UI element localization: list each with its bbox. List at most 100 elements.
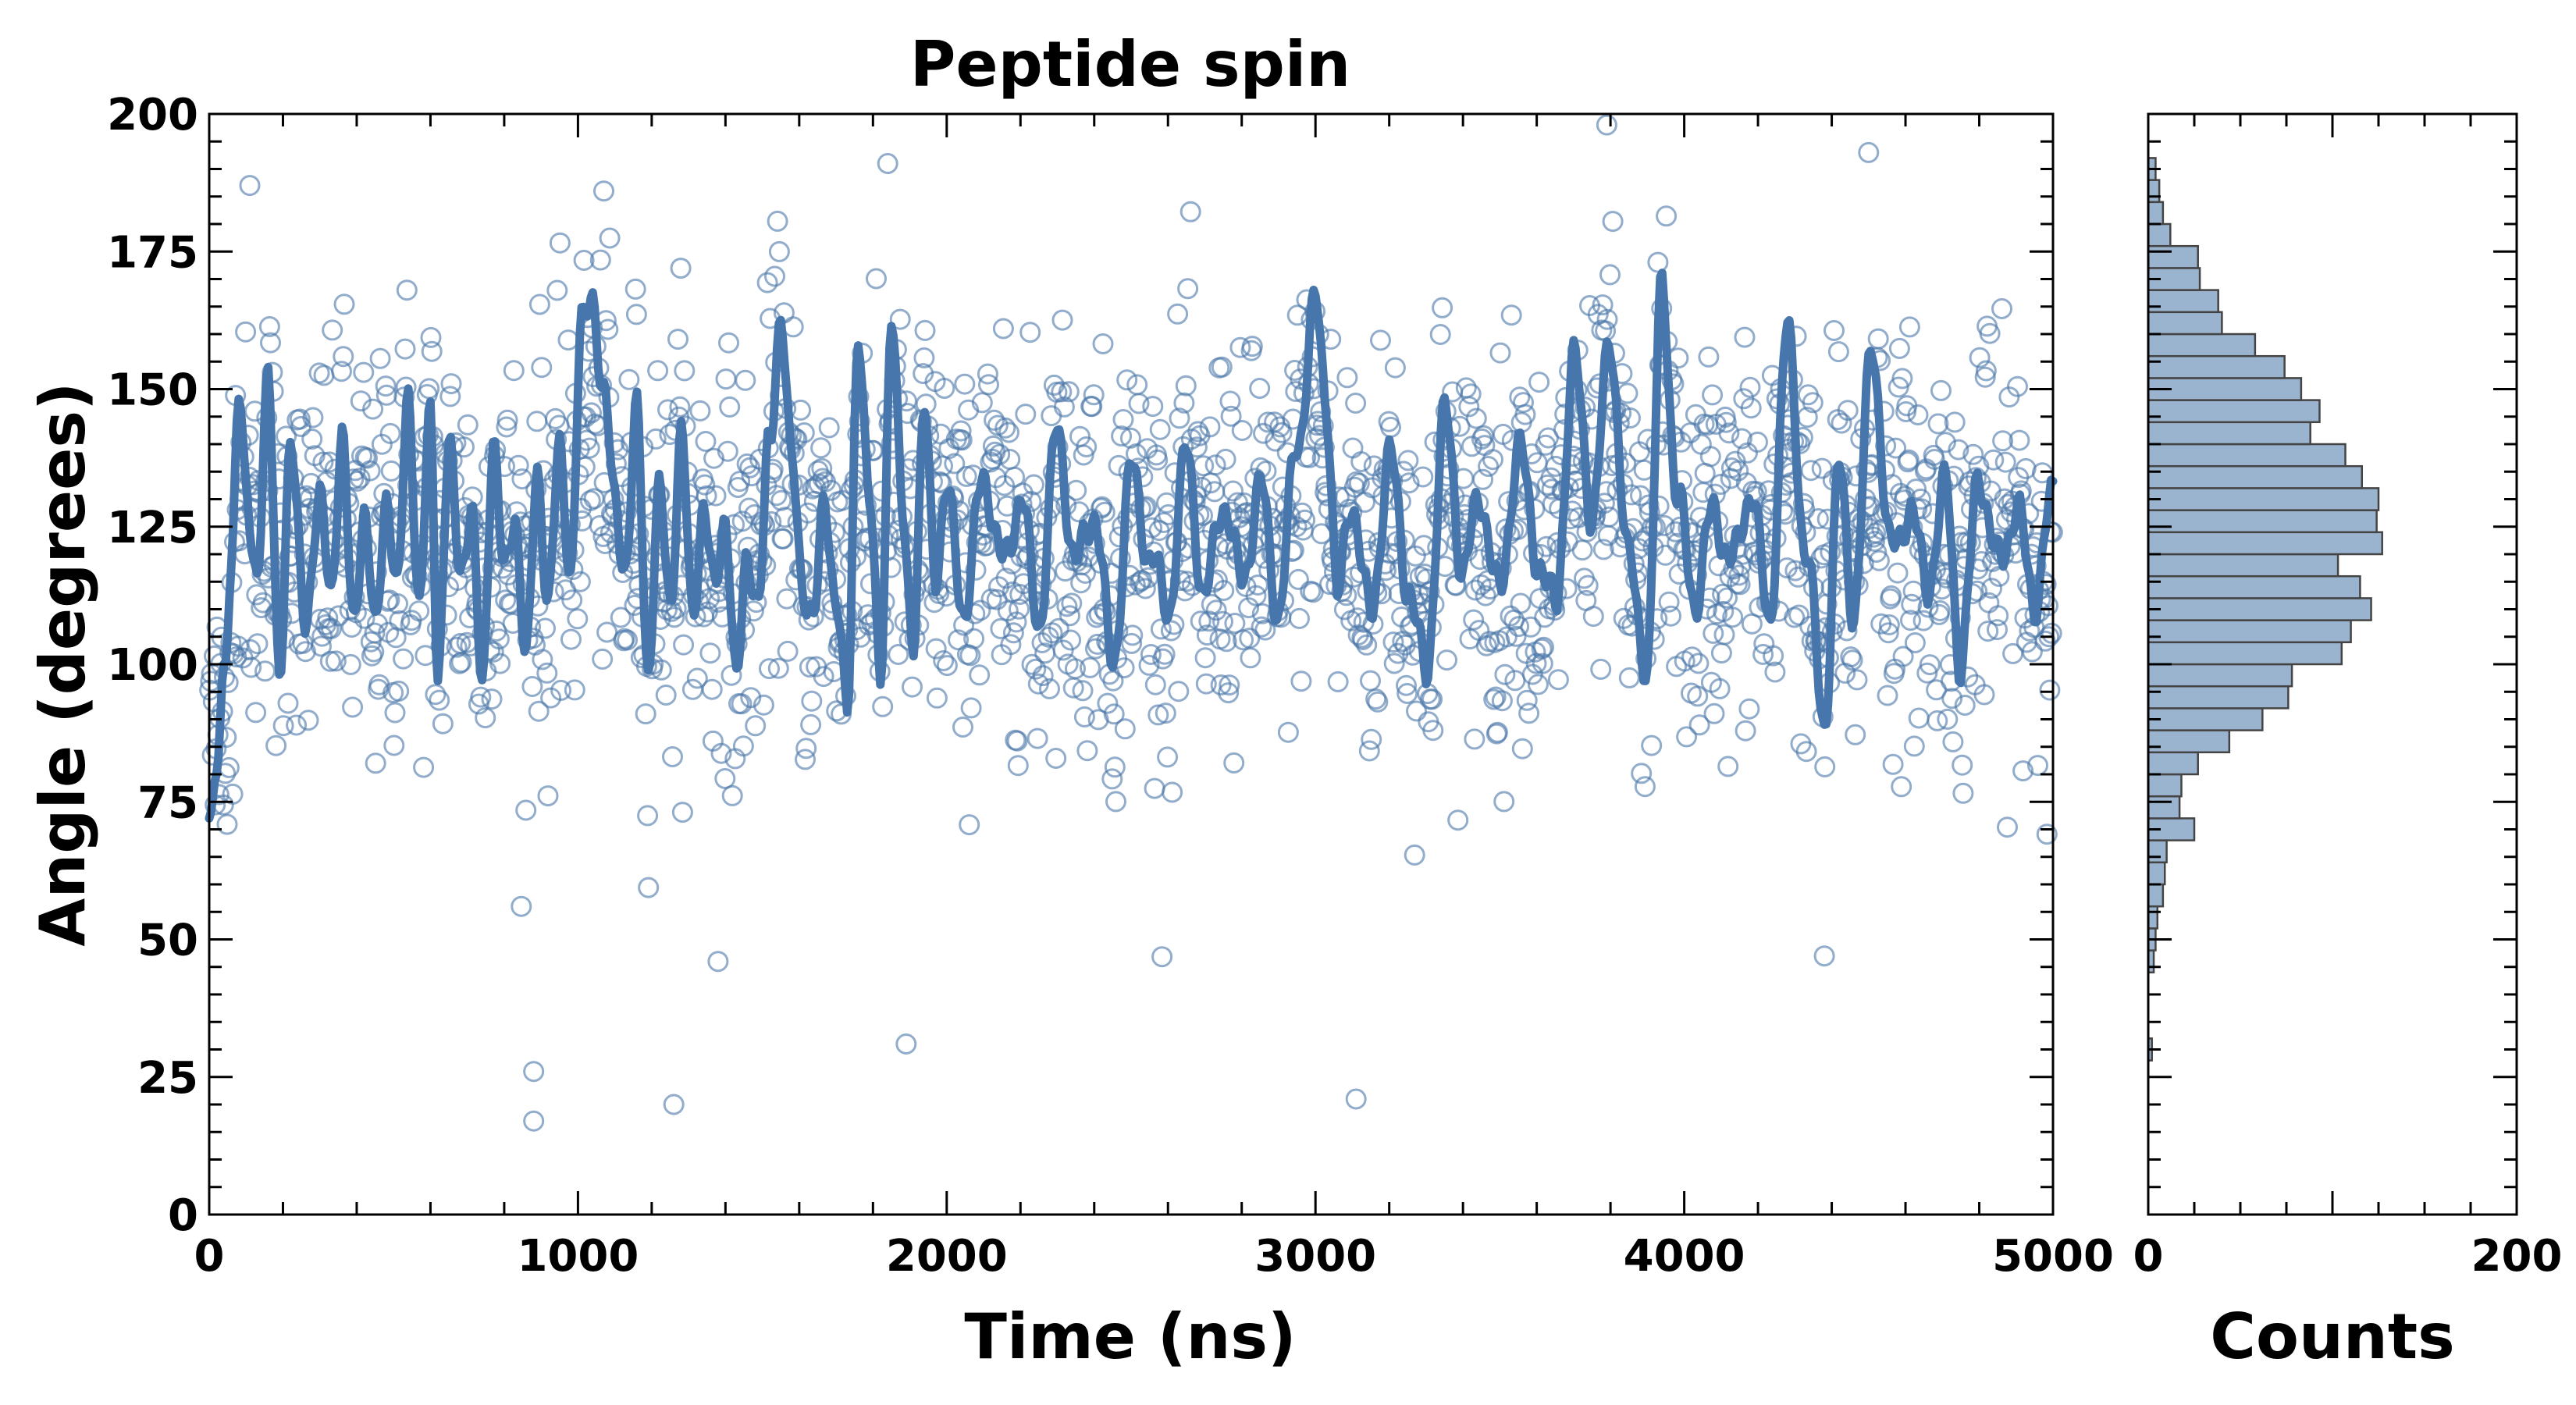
scatter-point	[1175, 375, 1197, 397]
scatter-point	[1114, 718, 1136, 740]
scatter-point	[1218, 682, 1240, 704]
scatter-point	[1590, 658, 1612, 680]
scatter-point	[913, 347, 935, 368]
scatter-point	[481, 688, 503, 710]
scatter-point	[1075, 562, 1096, 584]
scatter-point	[694, 474, 716, 496]
scatter-point	[340, 653, 361, 675]
scatter-point	[1222, 480, 1244, 502]
scatter-point	[1878, 614, 1900, 635]
scatter-point	[1358, 740, 1380, 762]
scatter-point	[1081, 396, 1103, 418]
histogram-bar	[2147, 883, 2165, 908]
scatter-point	[408, 600, 430, 622]
scatter-point	[333, 293, 355, 315]
scatter-point	[745, 715, 767, 737]
scatter-point	[1709, 678, 1731, 699]
histogram-bar	[2147, 421, 2311, 446]
scatter-point	[1142, 396, 1164, 418]
main-axis-tick-labels: 0 1000 2000 3000 4000 5000 0 25 50 75 100 125 150 175…	[107, 90, 2114, 1282]
scatter-point	[593, 180, 614, 202]
scatter-point	[489, 653, 511, 674]
scatter-point	[1201, 593, 1222, 615]
scatter-point	[523, 1061, 545, 1083]
scatter-point	[1121, 632, 1143, 654]
scatter-point	[1122, 624, 1144, 646]
scatter-point	[645, 428, 667, 450]
scatter-point	[359, 460, 381, 482]
scatter-point	[647, 360, 669, 382]
scatter-point	[1072, 680, 1094, 702]
scatter-point	[1505, 625, 1527, 647]
scatter-point	[301, 429, 323, 450]
scatter-point	[2036, 823, 2058, 845]
scatter-point	[1813, 945, 1835, 967]
histogram-bars	[2147, 157, 2383, 1062]
scatter-point	[286, 714, 308, 736]
scatter-point	[561, 589, 583, 611]
scatter-point	[793, 422, 815, 443]
x-tick-label: 3000	[1254, 1231, 1376, 1282]
scatter-point	[1582, 606, 1604, 628]
scatter-point	[994, 417, 1016, 439]
scatter-point	[970, 599, 991, 621]
scatter-point	[1927, 710, 1948, 731]
y-tick-label: 150	[107, 365, 198, 416]
scatter-point	[1987, 619, 2008, 641]
scatter-point	[1994, 451, 2016, 473]
histogram-x-tick-label: 200	[2471, 1231, 2563, 1282]
scatter-point	[1475, 585, 1496, 606]
histogram-bar	[2147, 244, 2199, 269]
histogram-bar	[2147, 509, 2378, 534]
scatter-point	[1327, 670, 1349, 692]
scatter-point	[1718, 422, 1740, 444]
histogram-bar	[2147, 333, 2257, 357]
scatter-point	[1486, 721, 1508, 743]
y-tick-label: 125	[107, 503, 198, 553]
scatter-point	[1011, 493, 1033, 515]
scatter-point	[1147, 449, 1169, 471]
scatter-point	[1969, 347, 1991, 368]
scatter-point	[1000, 634, 1022, 656]
scatter-point	[721, 784, 743, 806]
scatter-point	[1254, 619, 1276, 641]
scatter-point	[663, 1094, 685, 1115]
scatter-point	[1271, 422, 1293, 443]
scatter-point	[1111, 425, 1133, 447]
scatter-point	[1210, 674, 1232, 695]
scatter-point	[617, 629, 639, 651]
scatter-point	[321, 617, 342, 639]
x-tick-label: 1000	[517, 1231, 639, 1282]
scatter-point	[503, 360, 525, 382]
scatter-point	[1952, 754, 1973, 776]
scatter-point	[1412, 466, 1434, 488]
scatter-point	[667, 329, 688, 350]
scatter-point	[507, 454, 529, 476]
scatter-point	[1902, 580, 1924, 602]
scatter-point	[523, 1110, 545, 1132]
scatter-point	[449, 653, 471, 674]
scatter-point	[1277, 721, 1299, 743]
scatter-point	[475, 707, 496, 729]
histogram-bar	[2147, 201, 2165, 226]
histogram-axis-ticks	[2147, 112, 2518, 1216]
scatter-point	[959, 814, 980, 836]
scatter-point	[1880, 585, 1902, 606]
scatter-point	[1496, 626, 1517, 648]
scatter-point	[384, 702, 406, 724]
scatter-point	[992, 318, 1014, 340]
scatter-point	[1464, 728, 1485, 750]
scatter-point	[1079, 656, 1101, 678]
scatter-point	[1634, 776, 1656, 798]
scatter-point	[1845, 724, 1866, 745]
scatter-point	[933, 650, 955, 671]
scatter-point	[944, 453, 966, 475]
scatter-point	[218, 756, 240, 778]
scatter-point	[272, 715, 294, 737]
scatter-point	[1717, 756, 1739, 777]
scatter-point	[1954, 695, 1976, 716]
scatter-point	[1021, 653, 1043, 675]
scatter-point	[1126, 443, 1147, 464]
scatter-point	[265, 735, 287, 756]
scatter-point	[1361, 728, 1382, 750]
